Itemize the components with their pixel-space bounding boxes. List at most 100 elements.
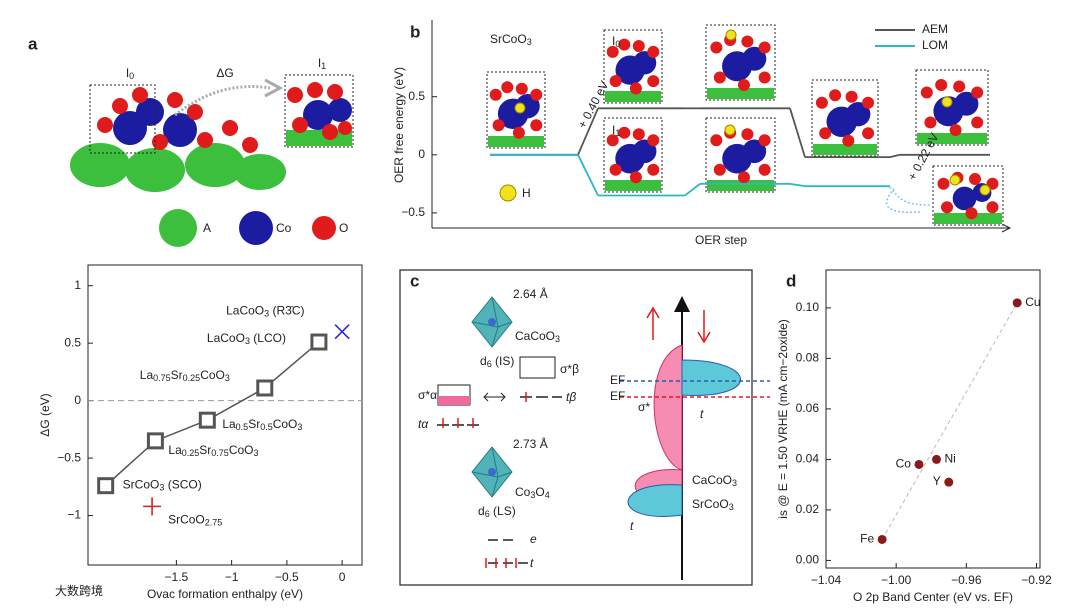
step-connector [789, 182, 806, 188]
diagram-text: EF [610, 373, 625, 387]
thumb-o [609, 75, 622, 88]
y-tick-label: 0.00 [796, 553, 820, 567]
thumb-base [605, 91, 661, 102]
step-connector [889, 153, 901, 158]
square-marker [256, 379, 274, 397]
point-label: La0.25Sr0.75CoO3 [168, 443, 258, 458]
thumb-o [647, 45, 660, 58]
cross-marker [334, 324, 350, 340]
diagram-text: Co3O4 [515, 485, 550, 500]
thumb-o [618, 38, 631, 51]
thumb-o [606, 45, 619, 58]
thumb-co [846, 102, 871, 127]
energy-axis-head [674, 296, 690, 312]
x-tick-label: −0.92 [1021, 573, 1052, 587]
x-tick-label: −1 [225, 570, 239, 584]
thumb-base [917, 133, 987, 144]
spin-arrows [442, 392, 527, 568]
spin-down [697, 310, 711, 344]
thumb-o [969, 172, 981, 185]
diagram-text: σ*β [560, 362, 579, 376]
y-tick-label: 0.04 [796, 452, 820, 466]
structure-thumbnail [932, 165, 1004, 226]
y-tick-label: 0.10 [796, 300, 820, 314]
thumb-o [606, 134, 619, 147]
thumb-base [813, 144, 877, 155]
thumb-o [515, 82, 528, 95]
structure-thumbnail [603, 117, 663, 193]
diagram-text: t [700, 407, 704, 421]
diagram-text: e [530, 532, 537, 546]
thumb-co [742, 46, 767, 71]
legend-label: O [339, 221, 348, 235]
point-label: Y [933, 474, 941, 488]
dos-down [681, 359, 741, 396]
thumb-base [707, 180, 774, 191]
y-tick-label: 0.5 [64, 335, 81, 349]
thumb-o [713, 163, 726, 176]
thumb-o [935, 79, 948, 91]
thumb-o [647, 163, 660, 176]
thumb-o [647, 134, 660, 147]
octahedron-edge [471, 296, 513, 348]
exchange-arrow [483, 392, 506, 402]
thumb-o [953, 80, 966, 93]
point-label: La0.5Sr0.5CoO3 [222, 417, 302, 432]
panel-label: d [786, 271, 796, 290]
step-connector [577, 107, 599, 156]
hydrogen-atom [949, 174, 961, 186]
panel-label: b [410, 22, 420, 41]
x-axis-arrow [1001, 223, 1012, 233]
x-tick-label: −1.00 [881, 573, 912, 587]
point-label: Fe [860, 532, 874, 546]
thumb-o [924, 116, 937, 129]
point-label: Cu [1025, 295, 1040, 309]
step-connector [577, 154, 599, 196]
diagram-text: σ* [638, 400, 650, 414]
thumb-o [971, 116, 984, 129]
square-marker [310, 333, 328, 351]
thumb-o [609, 163, 622, 176]
thumb-o [829, 89, 842, 102]
octahedron-edge [471, 446, 513, 498]
structure-thumbnail [603, 29, 663, 104]
thumb-o [737, 171, 750, 184]
point [1012, 298, 1022, 308]
thumb-o [501, 81, 514, 94]
thumb-base [488, 136, 544, 147]
y-tick-label: −0.5 [57, 450, 81, 464]
annotation: I0 [612, 34, 620, 49]
point-label: LaCoO3 (LCO) [207, 331, 286, 346]
sigma-beta-box [519, 356, 556, 379]
diagram-text: d6 (LS) [478, 504, 516, 519]
chart-title: SrCoO3 [490, 32, 532, 47]
lom-arrow [885, 186, 931, 214]
thumb-o [710, 134, 723, 147]
y-tick-label: 0 [418, 147, 425, 161]
x-tick-label: −1.5 [165, 570, 189, 584]
y-tick-label: −0.5 [401, 205, 425, 219]
y-tick-label: −1 [67, 508, 81, 522]
legend-label: LOM [922, 38, 948, 52]
x-axis-label: O 2p Band Center (eV vs. EF) [853, 590, 1013, 604]
thumb-o [937, 177, 950, 190]
structure-illustration [70, 74, 354, 247]
annotation: H [522, 186, 531, 200]
point [944, 477, 954, 487]
panel-label: c [410, 271, 419, 290]
structure-label: ΔG [216, 66, 233, 80]
thumb-co [954, 91, 979, 116]
point-label: SrCoO3 (SCO) [123, 478, 202, 493]
diagram-text: 2.64 Å [513, 286, 548, 301]
thumb-o [647, 75, 660, 88]
structure-thumbnail [705, 117, 776, 193]
thumb-o [758, 134, 771, 147]
thumb-o [862, 127, 875, 140]
diagram-text: SrCoO3 [692, 497, 734, 512]
thumb-o [530, 119, 543, 132]
dos-up [653, 344, 683, 471]
thumb-o [710, 41, 723, 54]
thumb-o [632, 40, 645, 53]
thumb-o [758, 71, 771, 84]
